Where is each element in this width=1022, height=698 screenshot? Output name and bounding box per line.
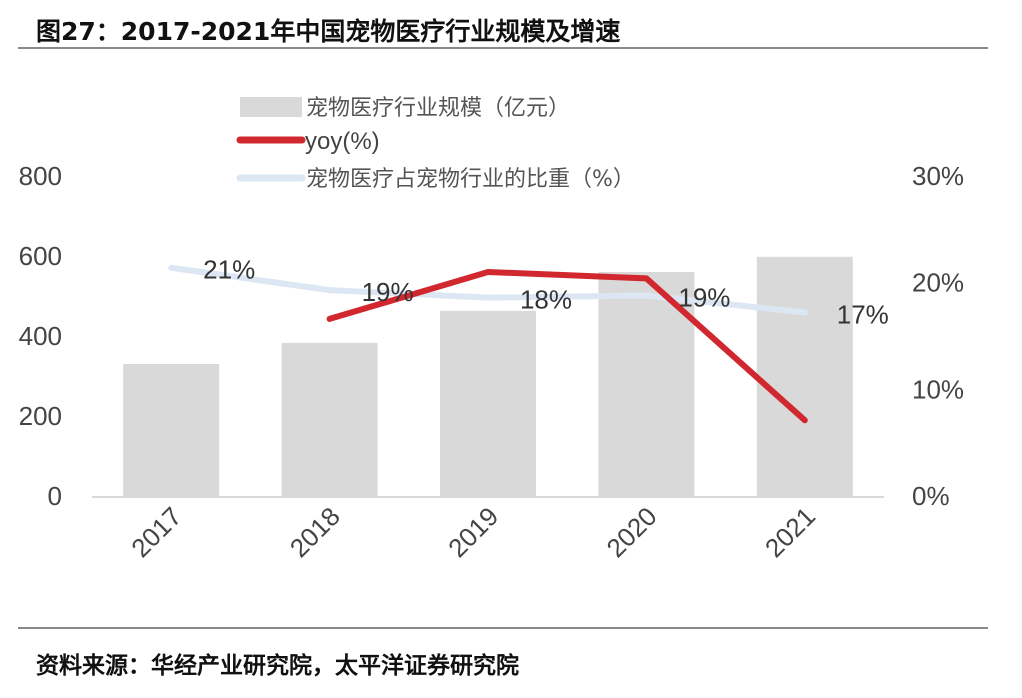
x-axis-tick: 2018 (284, 501, 346, 563)
legend-label-yoy: yoy(%) (305, 128, 380, 155)
x-axis-tick: 2019 (442, 501, 504, 563)
legend-label-bar: 宠物医疗行业规模（亿元） (306, 96, 570, 121)
chart-title: 图27：2017-2021年中国宠物医疗行业规模及增速 (36, 17, 621, 46)
x-axis-tick: 2020 (601, 501, 663, 563)
left-axis-tick: 200 (19, 401, 62, 431)
share-data-label: 18% (520, 285, 572, 315)
yoy-line (326, 269, 808, 424)
left-axis-tick: 0 (48, 481, 62, 511)
x-axis-tick: 2017 (125, 501, 187, 563)
share-data-label: 17% (837, 300, 889, 330)
source-note: 资料来源：华经产业研究院，太平洋证券研究院 (36, 653, 519, 679)
bar (281, 342, 378, 496)
share-data-label: 19% (678, 282, 730, 312)
right-axis-tick: 20% (912, 268, 964, 298)
share-data-label: 19% (362, 277, 414, 307)
bar (440, 310, 536, 496)
left-axis-tick: 400 (19, 321, 62, 351)
share-line (168, 264, 808, 316)
source-divider (18, 627, 988, 629)
bar (123, 364, 220, 496)
x-axis-tick: 2021 (759, 501, 821, 563)
right-axis-tick: 30% (912, 161, 964, 191)
right-axis-tick: 0% (912, 481, 950, 511)
right-axis-tick: 10% (912, 374, 964, 404)
legend-swatch-bar (240, 97, 302, 117)
title-divider (18, 47, 988, 49)
left-axis-tick: 600 (19, 241, 62, 271)
share-data-label: 21% (203, 255, 255, 285)
bar (756, 256, 853, 496)
left-axis-tick: 800 (19, 161, 62, 191)
legend-label-share: 宠物医疗占宠物行业的比重（%） (306, 167, 635, 192)
